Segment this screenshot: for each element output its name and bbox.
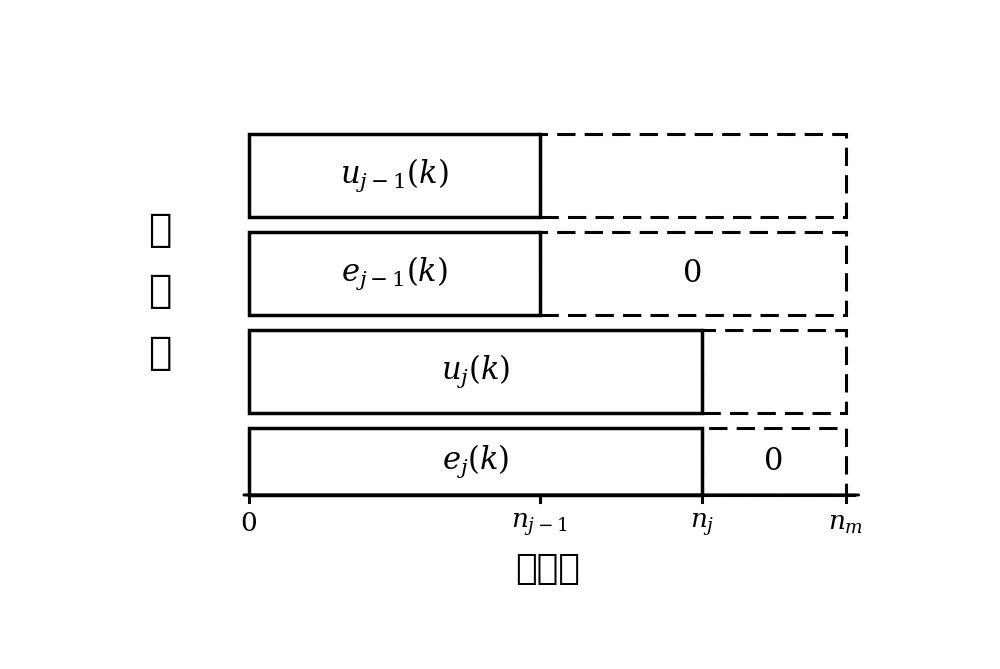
Text: 迭: 迭	[148, 211, 172, 249]
Bar	[540, 232, 846, 314]
Bar	[702, 428, 846, 495]
Bar	[249, 428, 702, 495]
Text: $e_{j-1}(k)$: $e_{j-1}(k)$	[341, 255, 448, 292]
Text: $u_{j-1}(k)$: $u_{j-1}(k)$	[340, 157, 449, 194]
Text: 轴: 轴	[148, 334, 172, 373]
Text: $e_j(k)$: $e_j(k)$	[442, 443, 509, 480]
Text: 代: 代	[148, 272, 172, 310]
Bar	[249, 134, 540, 217]
Text: $n_j$: $n_j$	[690, 511, 715, 538]
Bar	[249, 232, 540, 314]
Text: $u_j(k)$: $u_j(k)$	[441, 353, 510, 390]
Bar	[249, 330, 702, 413]
Bar	[540, 134, 846, 217]
Bar	[702, 330, 846, 413]
Text: $n_{j-1}$: $n_{j-1}$	[511, 511, 568, 538]
Text: 时间轴: 时间轴	[515, 552, 580, 585]
Text: 0: 0	[683, 258, 702, 289]
Text: $n_m$: $n_m$	[828, 511, 863, 537]
Text: 0: 0	[764, 446, 784, 477]
Text: $0$: $0$	[240, 511, 258, 537]
